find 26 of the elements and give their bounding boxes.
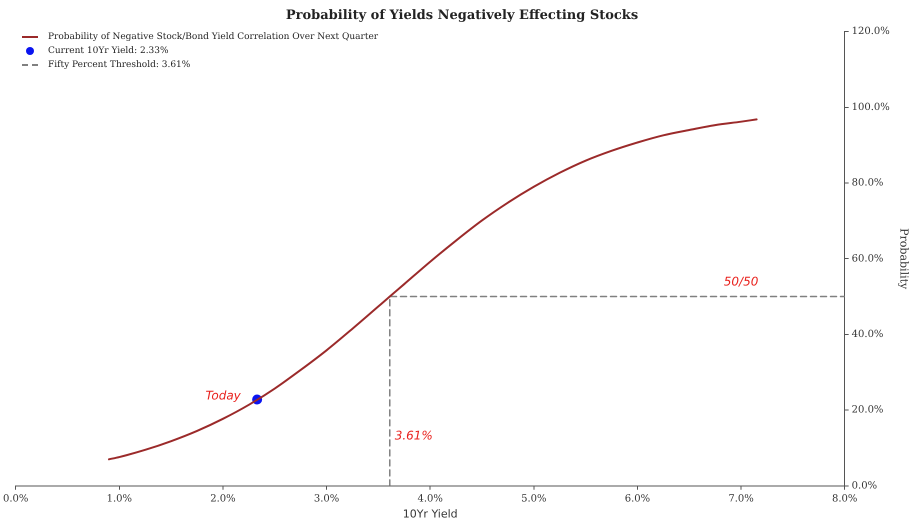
x-tick-label: 6.0% [624, 493, 650, 504]
y-tick-label: 120.0% [852, 26, 890, 38]
legend-label: Probability of Negative Stock/Bond Yield Correlation Over Next Quarter [48, 31, 378, 44]
x-tick-label: 8.0% [832, 493, 858, 504]
x-axis-title: 10Yr Yield [402, 507, 458, 520]
y-tick-label: 80.0% [852, 178, 884, 189]
legend-label: Current 10Yr Yield: 2.33% [48, 45, 169, 58]
x-tick-label: 0.0% [3, 493, 28, 504]
x-tick-label: 3.0% [314, 493, 340, 504]
annotation: Today [206, 388, 242, 403]
legend-label: Fifty Percent Threshold: 3.61% [48, 59, 190, 72]
x-tick-label: 1.0% [106, 493, 132, 504]
x-tick-label: 7.0% [728, 493, 754, 504]
y-tick-label: 0.0% [852, 480, 878, 492]
annotation: 3.61% [394, 428, 433, 443]
chart-title: Probability of Yields Negatively Effecting Stocks [286, 8, 638, 24]
x-tick-label: 2.0% [210, 493, 236, 504]
x-tick-label: 5.0% [521, 493, 547, 504]
annotation: 50/50 [724, 274, 759, 289]
y-tick-label: 20.0% [852, 404, 884, 416]
y-tick-label: 40.0% [852, 328, 884, 340]
line-series [108, 118, 758, 460]
x-tick-label: 4.0% [417, 493, 443, 504]
y-tick-label: 100.0% [852, 102, 890, 113]
y-tick-label: 60.0% [852, 253, 884, 264]
y-axis-title: Probability [898, 228, 911, 290]
